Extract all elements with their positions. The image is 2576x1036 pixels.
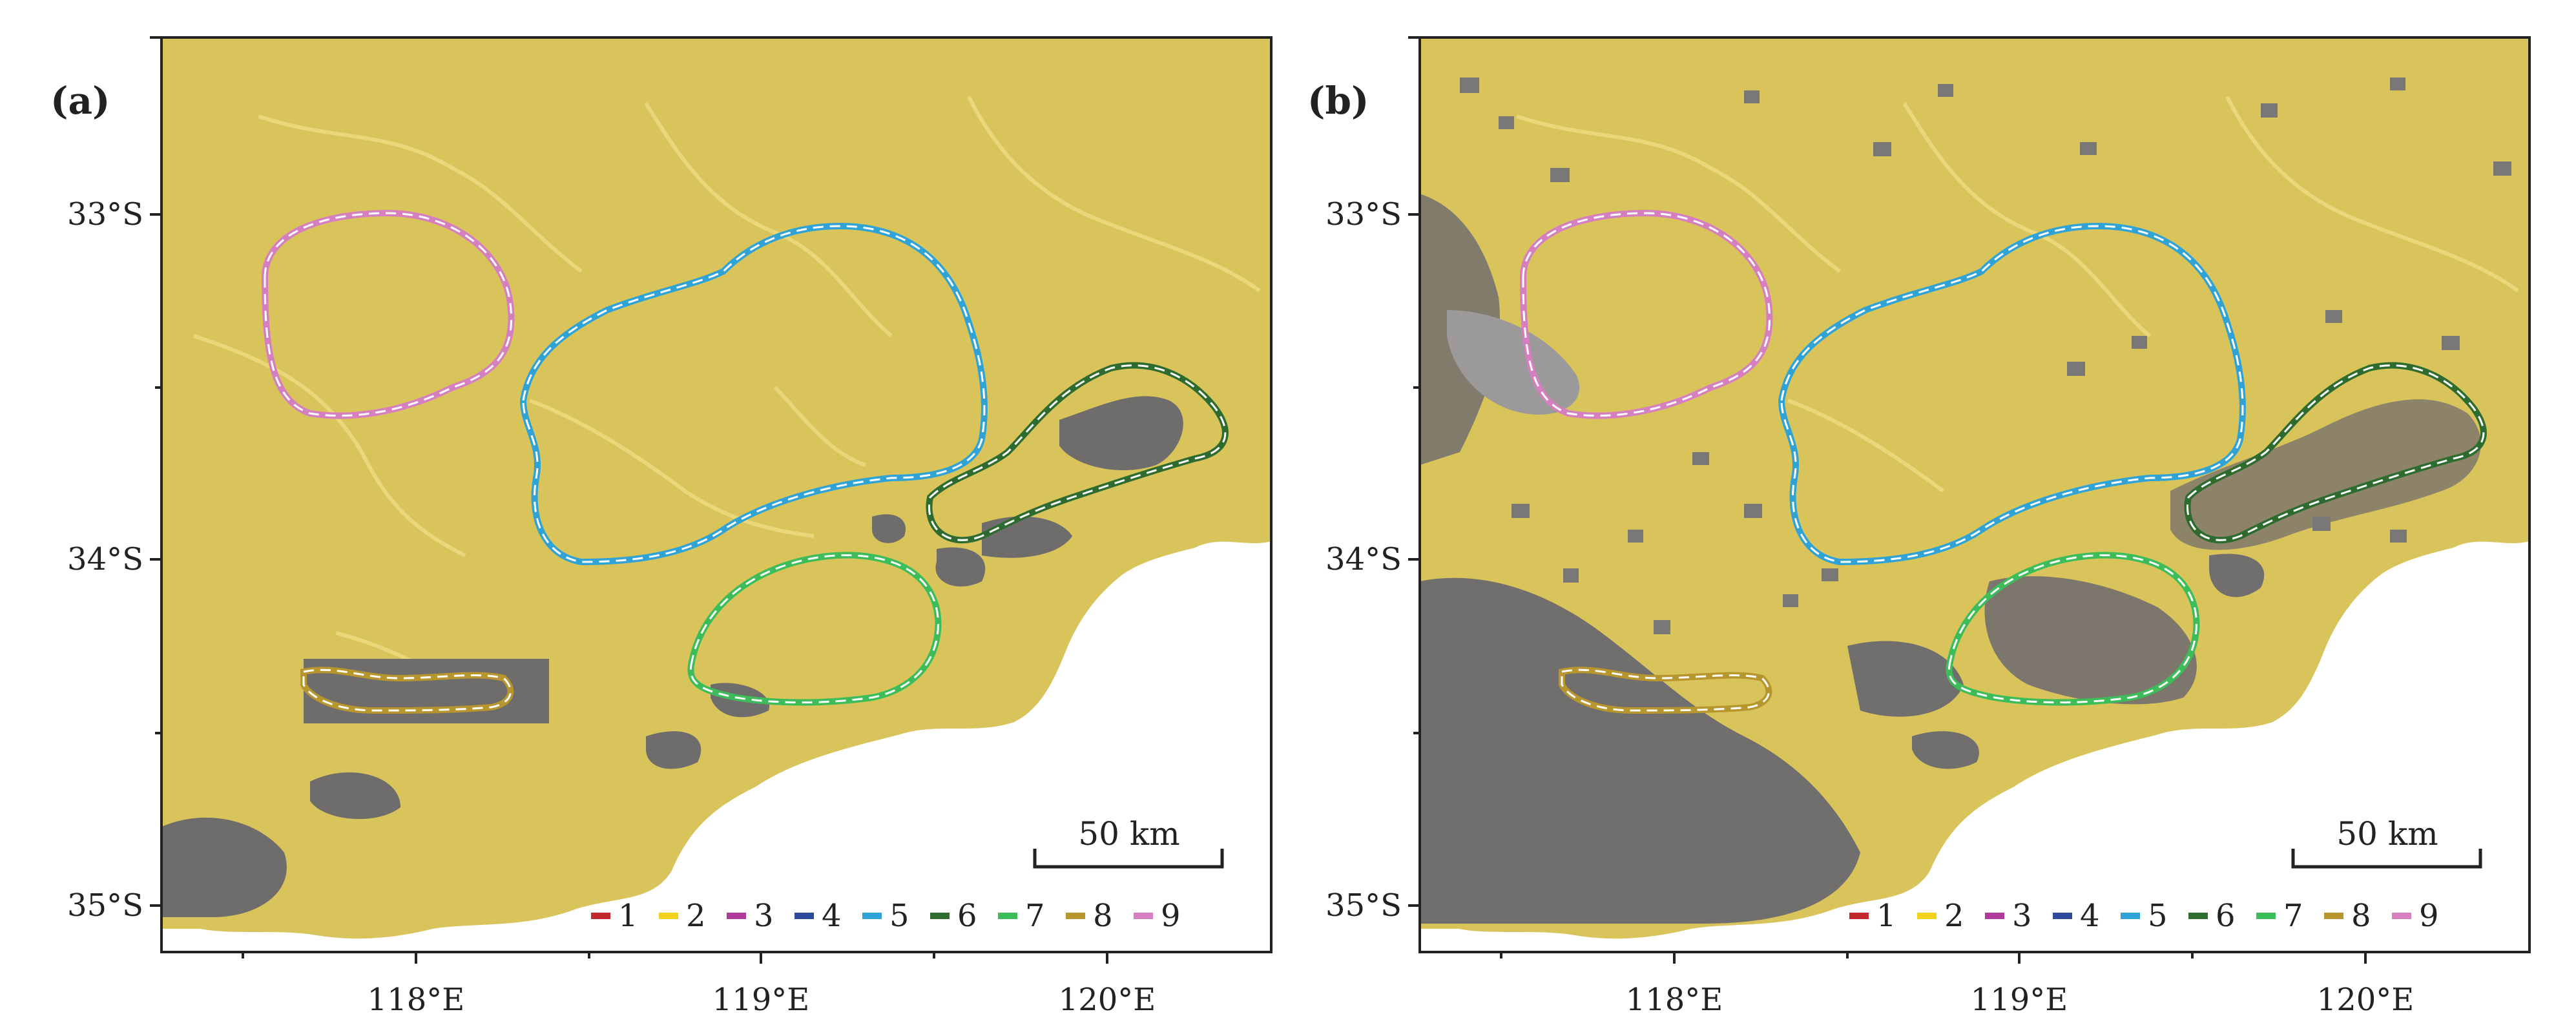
legend-item: 5 (2121, 898, 2168, 934)
svg-text:4: 4 (2080, 898, 2100, 934)
legend-item: 4 (795, 898, 842, 934)
svg-text:3: 3 (2012, 898, 2032, 934)
lat-label: 33°S (1325, 196, 1402, 233)
lat-label: 34°S (1325, 541, 1402, 577)
svg-text:5: 5 (2148, 898, 2168, 934)
lon-ticks (242, 952, 1108, 964)
legend-item: 7 (998, 898, 1045, 934)
legend-item: 3 (1985, 898, 2032, 934)
lon-label: 118°E (1626, 982, 1723, 1018)
lat-ticks (1408, 36, 1420, 907)
region-8-outline (300, 667, 514, 714)
lat-ticks (150, 36, 161, 907)
legend-item: 2 (1917, 898, 1964, 934)
legend-item: 1 (591, 898, 638, 934)
region-9-outline (261, 209, 515, 419)
svg-text:8: 8 (1093, 898, 1113, 934)
terrain-patches (1420, 194, 2481, 924)
lon-label: 119°E (1971, 982, 2068, 1018)
svg-text:6: 6 (957, 898, 977, 934)
terrain-patches (161, 396, 1183, 917)
map-frame (160, 36, 1272, 953)
svg-text:4: 4 (822, 898, 842, 934)
drainage-network (1516, 96, 2519, 493)
svg-text:2: 2 (686, 898, 706, 934)
lon-label: 120°E (1059, 982, 1156, 1018)
lat-label: 33°S (67, 196, 143, 233)
lat-label: 35°S (1325, 887, 1402, 924)
region-5-outline (1778, 222, 2246, 566)
region-outlines (1519, 209, 2487, 714)
map-panel-a: 33°S 34°S 35°S 118°E 119°E 120°E (a) 50 … (50, 36, 1272, 1018)
lat-label: 34°S (67, 541, 143, 577)
lon-label: 120°E (2317, 982, 2415, 1018)
legend-item: 3 (727, 898, 774, 934)
panel-label: (a) (50, 79, 110, 123)
svg-text:1: 1 (1876, 898, 1896, 934)
legend-item: 5 (862, 898, 909, 934)
legend-item: 2 (659, 898, 706, 934)
scale-bar-label: 50 km (2336, 815, 2438, 853)
legend-item: 4 (2053, 898, 2100, 934)
svg-text:7: 7 (2283, 898, 2303, 934)
region-outlines (261, 209, 1229, 714)
scale-bar: 50 km (1033, 815, 1224, 869)
legend: 1 2 3 4 5 6 7 8 9 (1849, 898, 2439, 934)
legend-item: 8 (1066, 898, 1113, 934)
legend-item: 1 (1849, 898, 1896, 934)
svg-text:3: 3 (754, 898, 774, 934)
region-8-outline (1559, 667, 1772, 714)
svg-text:7: 7 (1025, 898, 1045, 934)
region-7-outline (687, 552, 942, 706)
scale-bar: 50 km (2291, 815, 2482, 869)
lon-ticks (1500, 952, 2367, 964)
region-5-outline (519, 222, 988, 566)
map-frame (1418, 36, 2531, 953)
panel-label: (b) (1307, 79, 1369, 123)
svg-text:5: 5 (889, 898, 909, 934)
legend-item: 6 (2188, 898, 2236, 934)
svg-text:8: 8 (2351, 898, 2371, 934)
svg-text:1: 1 (618, 898, 638, 934)
legend-item: 7 (2256, 898, 2303, 934)
scale-bar-label: 50 km (1078, 815, 1179, 853)
region-6-outline (926, 362, 1229, 544)
terrain-pixels (1460, 78, 2511, 634)
map-panel-b: 33°S 34°S 35°S 118°E 119°E 120°E (b) 50 … (1307, 36, 2531, 1018)
lon-label: 118°E (368, 982, 465, 1018)
region-7-outline (1946, 552, 2200, 706)
lon-label: 119°E (712, 982, 810, 1018)
region-6-outline (2184, 362, 2487, 544)
svg-text:9: 9 (1161, 898, 1181, 934)
svg-text:9: 9 (2419, 898, 2439, 934)
legend-item: 6 (930, 898, 977, 934)
region-9-outline (1519, 209, 1773, 419)
legend-item: 9 (1134, 898, 1181, 934)
legend: 1 2 3 4 5 6 7 8 9 (591, 898, 1181, 934)
legend-item: 8 (2324, 898, 2371, 934)
svg-text:6: 6 (2216, 898, 2236, 934)
svg-text:2: 2 (1944, 898, 1964, 934)
legend-item: 9 (2392, 898, 2439, 934)
lat-label: 35°S (67, 887, 143, 924)
